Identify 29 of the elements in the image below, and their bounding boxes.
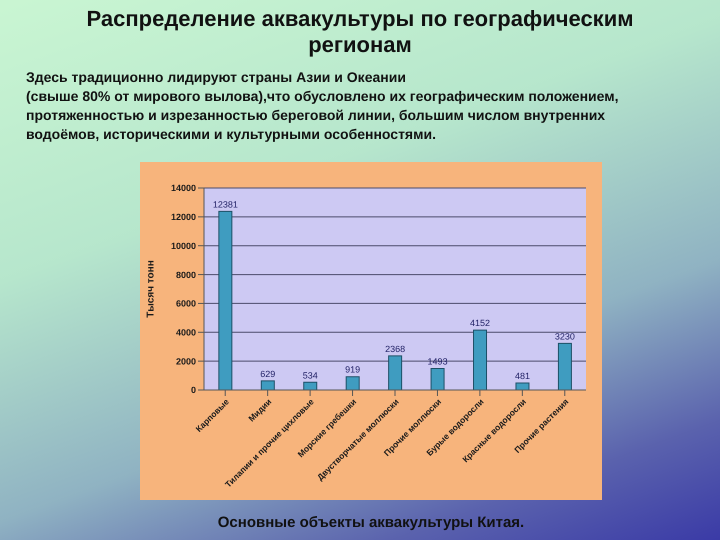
y-tick-label: 8000 — [176, 270, 196, 280]
data-label: 4152 — [470, 318, 490, 328]
y-axis-title: Тысяч тонн — [146, 260, 157, 318]
y-tick-label: 10000 — [170, 240, 196, 251]
data-label: 2368 — [385, 344, 406, 354]
bar — [430, 368, 445, 390]
bar — [346, 376, 360, 390]
y-tick-label: 0 — [190, 385, 196, 396]
y-tick-label: 14000 — [170, 183, 196, 194]
bar — [388, 355, 402, 390]
bar — [558, 342, 572, 390]
y-tick-label: 2000 — [176, 356, 196, 366]
bar — [515, 382, 530, 390]
data-label: 3230 — [554, 331, 575, 342]
text: Основные объекты аквакультуры Китая. — [216, 514, 526, 531]
data-label: 919 — [345, 364, 360, 375]
bar — [473, 330, 488, 390]
data-label: 12381 — [212, 199, 238, 210]
bar — [303, 382, 318, 390]
bar — [260, 380, 275, 390]
y-tick-label: 6000 — [176, 298, 196, 309]
data-label: 481 — [514, 371, 530, 382]
bar — [218, 210, 232, 390]
y-tick-label: 4000 — [176, 327, 196, 338]
y-tick-label: 12000 — [170, 212, 196, 222]
data-label: 629 — [260, 368, 276, 379]
data-label: 534 — [302, 370, 318, 380]
chart-subtitle: Здесь традиционно лидируют страны Азии и Океании (свыше 80% от мирового вылова),что обусловлено их географическим положением, протяженностью и изрезанностью береговой линии, большим числом внутренних водоёмов, историческими и культурными особенностями. — [26, 68, 620, 144]
chart-title: Распределение аквакультуры по географическим регионам — [86, 6, 634, 58]
